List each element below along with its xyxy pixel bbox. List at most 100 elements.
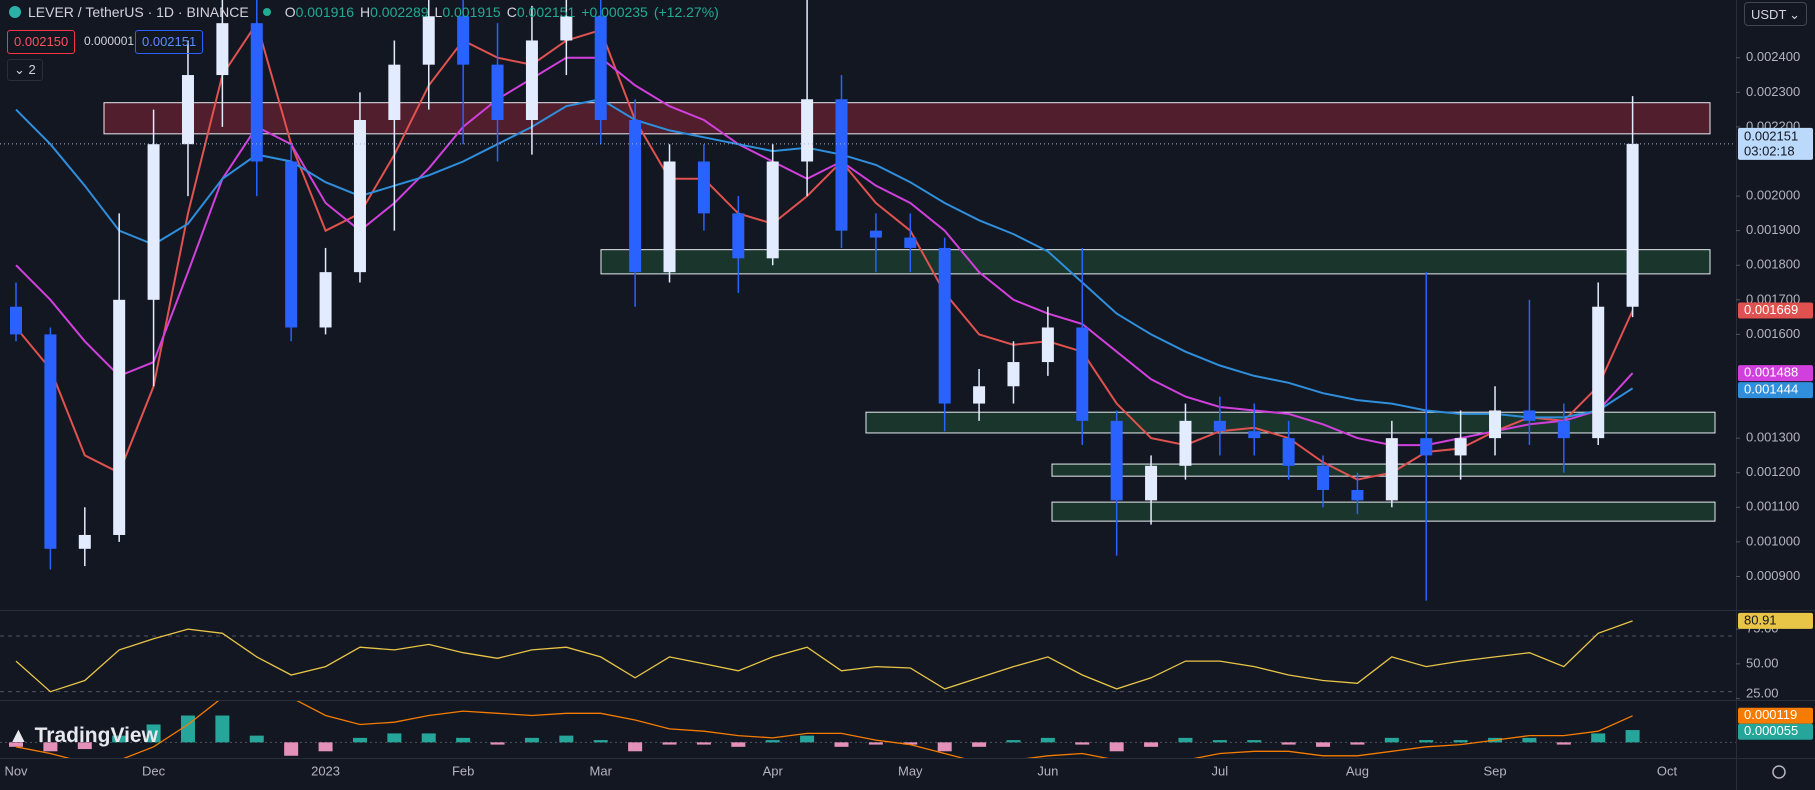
candle-body — [1041, 327, 1054, 363]
candle-body — [1007, 362, 1020, 387]
status-dot — [262, 8, 271, 16]
ma-tag-bg — [1738, 382, 1813, 399]
candle-body — [1145, 465, 1158, 501]
candle-body — [1248, 431, 1261, 439]
candle-body — [319, 272, 332, 328]
x-tick-label: Feb — [452, 763, 474, 778]
rsi-tag: 80.91 — [1744, 612, 1777, 627]
ma-tag: 0.001488 — [1744, 365, 1798, 380]
x-tick-label: Jul — [1212, 763, 1229, 778]
candle-body — [113, 299, 126, 535]
macd-histogram-bar — [1591, 733, 1606, 743]
candle-body — [973, 386, 986, 404]
macd-histogram-bar — [731, 742, 746, 747]
y-tick-label: 0.001300 — [1746, 430, 1800, 445]
macd-histogram-tag: 0.000055 — [1744, 723, 1798, 738]
macd-histogram-bar — [1281, 742, 1296, 745]
candle-body — [525, 40, 538, 120]
currency-dropdown[interactable]: USDT ⌄ — [1744, 2, 1807, 26]
macd-histogram-tag-bg — [1738, 723, 1813, 740]
candle-body — [560, 16, 573, 41]
moving-average — [15, 56, 1634, 447]
candle-body — [181, 75, 194, 145]
candle-body — [1592, 306, 1605, 439]
moving-average — [15, 20, 1634, 481]
candle-body — [44, 334, 57, 549]
candle-body — [250, 23, 263, 162]
candle-body — [1385, 438, 1398, 501]
y-tick-label: 0.002400 — [1746, 49, 1800, 64]
rsi-tick-label: 25.00 — [1746, 685, 1779, 700]
moving-average — [15, 98, 1634, 419]
macd-histogram-bar — [1556, 742, 1571, 745]
x-tick-label: Jun — [1037, 763, 1058, 778]
last-price-tag-bg — [1738, 127, 1813, 160]
y-tick-label: 0.001100 — [1746, 499, 1799, 514]
macd-histogram-bar — [972, 742, 987, 747]
buy-button[interactable]: 0.002151 — [135, 30, 204, 54]
candle-body — [835, 99, 848, 231]
macd-histogram-bar — [9, 742, 23, 747]
zone — [600, 249, 1711, 275]
candle-body — [285, 161, 298, 328]
macd-histogram-bar — [1212, 740, 1227, 743]
indicator-count: 2 — [28, 62, 36, 77]
candle-body — [1351, 490, 1364, 501]
header: LEVER / TetherUS · 1D · BINANCE O0.00191… — [8, 4, 719, 20]
candle-body — [732, 213, 745, 259]
macd-histogram-bar — [937, 742, 952, 752]
ohlc-values: O0.001916 H0.002289 L0.001915 C0.002151 — [285, 4, 576, 20]
candle-body — [1110, 420, 1123, 501]
x-tick-label: Mar — [590, 763, 613, 778]
symbol-title: LEVER / TetherUS · 1D · BINANCE — [28, 4, 249, 20]
ma-tag-bg — [1738, 365, 1813, 382]
symbol-icon — [9, 6, 21, 18]
rsi-tag-bg — [1738, 612, 1813, 629]
candle-body — [388, 64, 401, 120]
x-tick-label: Apr — [763, 763, 784, 778]
macd-histogram-bar — [628, 742, 643, 752]
macd-histogram-bar — [1109, 742, 1124, 752]
y-tick-label: 0.001800 — [1746, 257, 1800, 272]
candle-body — [457, 16, 470, 65]
macd-histogram-bar — [834, 742, 849, 747]
y-tick-label: 0.001900 — [1746, 222, 1800, 237]
candle-body — [10, 306, 22, 335]
ohlc-label: L — [434, 4, 443, 20]
macd-histogram-bar — [559, 735, 574, 743]
currency: USDT — [1751, 7, 1787, 22]
macd-histogram-bar — [868, 742, 883, 745]
macd-signal-tag: 0.000119 — [1744, 707, 1797, 722]
candle-body — [1454, 438, 1467, 456]
macd-signal-tag-bg — [1738, 707, 1813, 724]
ohlc-value: 0.001915 — [442, 4, 501, 20]
candle-body — [594, 16, 607, 120]
candle-body — [1317, 465, 1330, 491]
candle-body — [353, 119, 366, 273]
indicators-toggle[interactable]: ⌄ 2 — [7, 59, 43, 81]
y-tick-label: 0.002300 — [1746, 84, 1800, 99]
y-tick-label: 0.001000 — [1746, 533, 1800, 548]
candle-body — [1282, 438, 1295, 466]
macd-histogram-bar — [421, 733, 436, 743]
macd-histogram-bar — [77, 742, 92, 750]
macd-histogram-bar — [800, 735, 815, 743]
candle-body — [422, 16, 435, 65]
macd-histogram-bar — [1419, 740, 1434, 743]
candle-body — [1523, 410, 1536, 421]
ohlc-label: C — [506, 4, 517, 20]
macd-histogram-bar — [43, 742, 58, 752]
macd-histogram-bar — [215, 715, 230, 743]
macd-histogram-bar — [1316, 742, 1331, 747]
macd-histogram-bar — [593, 740, 608, 743]
macd-histogram-bar — [284, 742, 299, 756]
candle-body — [491, 64, 504, 120]
candle-body — [1626, 143, 1639, 307]
macd-histogram-bar — [1178, 737, 1193, 743]
brand-name: TradingView — [34, 724, 158, 747]
sell-button[interactable]: 0.002150 — [7, 30, 76, 54]
last-price-tag: 0.002151 — [1744, 128, 1798, 143]
ohlc-value: 0.002289 — [370, 4, 429, 20]
y-tick-label: 0.001200 — [1746, 464, 1800, 479]
